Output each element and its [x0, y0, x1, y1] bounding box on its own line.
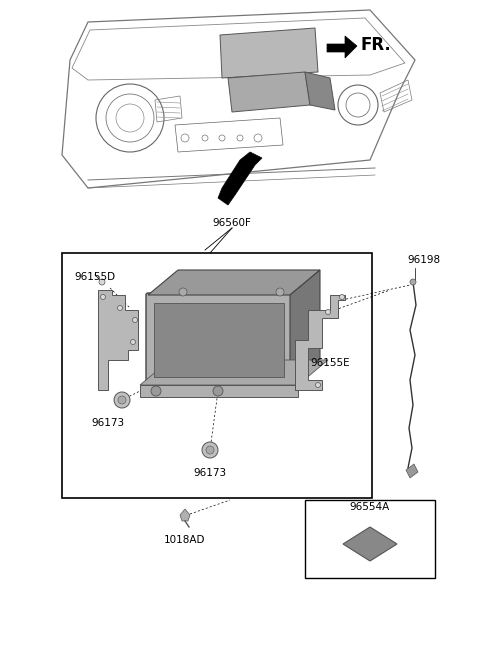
- Polygon shape: [406, 464, 418, 478]
- Circle shape: [131, 340, 135, 344]
- Text: 96155D: 96155D: [74, 272, 116, 282]
- Polygon shape: [140, 360, 328, 385]
- FancyBboxPatch shape: [146, 293, 292, 387]
- Polygon shape: [343, 527, 397, 561]
- Text: FR.: FR.: [361, 36, 392, 54]
- Circle shape: [118, 306, 122, 310]
- Circle shape: [206, 446, 214, 454]
- Polygon shape: [290, 270, 320, 385]
- Circle shape: [114, 392, 130, 408]
- Circle shape: [213, 386, 223, 396]
- Circle shape: [151, 386, 161, 396]
- Circle shape: [325, 310, 331, 314]
- Text: 96155E: 96155E: [310, 358, 349, 368]
- Text: 96173: 96173: [193, 468, 227, 478]
- Circle shape: [315, 382, 321, 388]
- Bar: [305, 500, 435, 578]
- Text: 96554A: 96554A: [350, 502, 390, 512]
- Circle shape: [118, 396, 126, 404]
- Text: 96560F: 96560F: [213, 218, 252, 228]
- Circle shape: [179, 288, 187, 296]
- Circle shape: [100, 295, 106, 300]
- Polygon shape: [98, 290, 138, 390]
- Polygon shape: [148, 270, 320, 295]
- Circle shape: [202, 442, 218, 458]
- Circle shape: [276, 288, 284, 296]
- Polygon shape: [305, 72, 335, 110]
- Circle shape: [410, 279, 416, 285]
- Bar: [154, 303, 284, 377]
- Polygon shape: [295, 295, 345, 390]
- Text: 96198: 96198: [407, 255, 440, 265]
- Circle shape: [339, 295, 345, 300]
- Circle shape: [132, 318, 137, 323]
- Bar: [140, 385, 298, 397]
- Polygon shape: [220, 28, 318, 78]
- Bar: [62, 253, 372, 498]
- Polygon shape: [228, 72, 310, 112]
- Circle shape: [99, 279, 105, 285]
- Text: 1018AD: 1018AD: [164, 535, 206, 545]
- Polygon shape: [218, 152, 262, 205]
- Polygon shape: [327, 36, 357, 58]
- Polygon shape: [180, 509, 190, 521]
- Text: 96173: 96173: [91, 418, 125, 428]
